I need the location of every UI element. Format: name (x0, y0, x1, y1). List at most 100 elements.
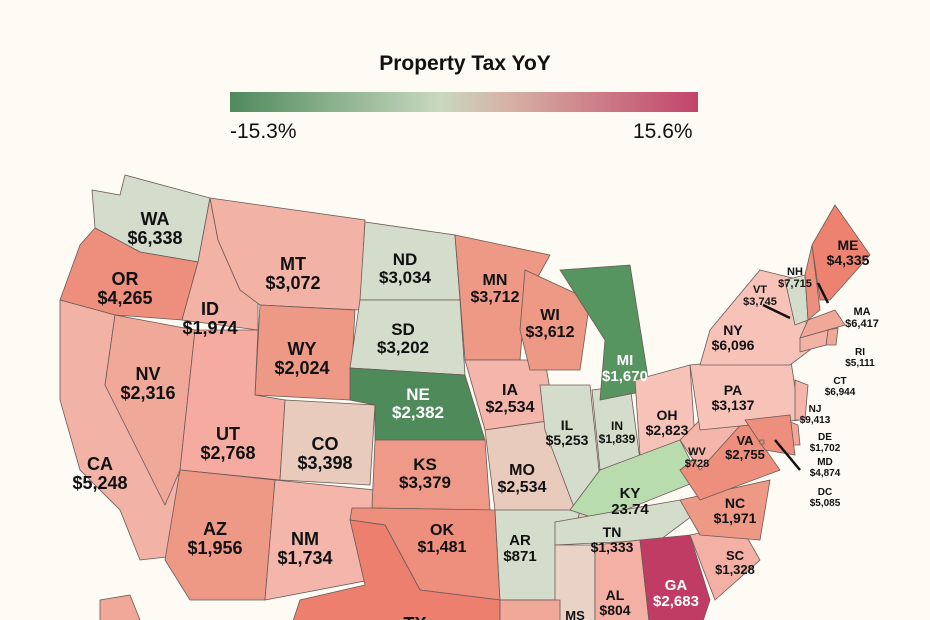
state-abbr-label: WY (288, 339, 317, 359)
legend-max-label: 15.6% (633, 120, 693, 143)
state-value-label: $5,253 (546, 432, 589, 448)
state-ny (699, 269, 811, 366)
state-abbr-label: MA (853, 306, 870, 318)
state-abbr-label: DC (818, 487, 832, 498)
state-abbr-label: UT (216, 424, 240, 444)
state-value-label: $4,874 (810, 468, 841, 479)
state-value-label: $2,382 (392, 403, 444, 422)
state-md (744, 414, 796, 456)
state-value-label: $6,338 (127, 228, 182, 248)
state-abbr-label: AL (606, 587, 625, 603)
legend-color-bar (230, 92, 698, 112)
state-value-label: $1,956 (187, 538, 242, 558)
state-value-label: $1,328 (715, 562, 755, 577)
state-abbr-label: CA (87, 454, 113, 474)
state-value-label: $1,839 (599, 432, 636, 446)
state-value-label: $1,974 (182, 318, 237, 338)
state-abbr-label: ME (838, 237, 859, 253)
state-abbr-label: MO (509, 462, 535, 479)
state-me (811, 204, 871, 301)
state-value-label: $4,335 (827, 252, 870, 268)
state-abbr-label: VA (736, 433, 754, 448)
state-value-label: $4,265 (97, 288, 152, 308)
state-value-label: $9,413 (800, 415, 831, 426)
state-abbr-label: WI (540, 307, 560, 324)
state-dc (759, 439, 765, 445)
legend-min-label: -15.3% (230, 120, 297, 143)
state-abbr-label: OR (112, 269, 139, 289)
state-value-label: $3,137 (712, 397, 755, 413)
state-value-label: $6,096 (712, 337, 755, 353)
state-value-label: 23.74 (611, 501, 649, 518)
state-value-label: $2,534 (486, 399, 535, 416)
state-value-label: $5,085 (810, 498, 841, 509)
state-la (499, 599, 561, 620)
state-value-label: $1,333 (591, 539, 634, 555)
state-value-label: $3,712 (471, 289, 520, 306)
state-abbr-label: ND (393, 250, 418, 269)
state-ma (799, 309, 846, 339)
state-value-label: $3,745 (743, 296, 777, 308)
state-abbr-label: TN (603, 524, 622, 540)
state-abbr-label: DE (818, 432, 832, 443)
state-value-label: $728 (685, 458, 709, 470)
state-abbr-label: SD (391, 320, 415, 339)
state-nv (104, 314, 196, 506)
state-value-label: $2,768 (200, 443, 255, 463)
state-value-label: $3,202 (377, 338, 429, 357)
state-abbr-label: CT (833, 376, 846, 387)
state-abbr-label: MD (817, 457, 833, 468)
state-value-label: $2,024 (274, 358, 329, 378)
leader-line (762, 303, 791, 320)
state-abbr-label: AR (509, 532, 531, 549)
state-abbr-label: NC (725, 495, 745, 511)
state-nj (794, 379, 809, 421)
state-abbr-label: CO (312, 434, 339, 454)
state-abbr-label: NY (723, 322, 743, 338)
state-value-label: $1,971 (714, 510, 757, 526)
state-abbr-label: NE (406, 385, 430, 404)
state-value-label: $3,072 (265, 273, 320, 293)
state-ga (639, 534, 711, 620)
state-az (164, 469, 276, 601)
state-tn (554, 499, 701, 546)
state-mi (559, 264, 651, 401)
state-value-label: $871 (503, 548, 536, 565)
state-value-label: $1,702 (810, 443, 841, 454)
state-abbr-label: VT (753, 284, 767, 296)
state-value-label: $1,734 (277, 548, 332, 568)
state-abbr-label: AZ (203, 519, 227, 539)
state-al (594, 539, 650, 620)
state-abbr-label: WV (688, 446, 706, 458)
state-or (59, 227, 199, 321)
state-value-label: $3,379 (399, 473, 451, 492)
state-value-label: $3,034 (379, 268, 432, 287)
state-abbr-label: TX (403, 614, 426, 620)
state-abbr-label: OH (657, 407, 678, 423)
state-abbr-label: MS (565, 608, 585, 620)
state-hi (99, 594, 141, 620)
state-value-label: $3,398 (297, 453, 352, 473)
state-abbr-label: NJ (809, 404, 822, 415)
state-abbr-label: ID (201, 299, 219, 319)
state-value-label: $5,111 (845, 358, 875, 369)
state-value-label: $1,481 (418, 539, 467, 556)
state-abbr-label: NH (787, 266, 803, 278)
state-value-label: $2,755 (725, 447, 765, 462)
state-value-label: $2,683 (653, 593, 699, 610)
leader-line (816, 282, 830, 304)
state-value-label: $3,612 (526, 324, 575, 341)
leader-line (774, 439, 801, 471)
state-nh (804, 244, 821, 321)
state-abbr-label: RI (855, 347, 865, 358)
state-abbr-label: GA (665, 577, 688, 594)
state-tx (292, 519, 501, 620)
state-abbr-label: NM (291, 529, 319, 549)
state-abbr-label: IL (561, 417, 574, 433)
state-value-label: $2,534 (498, 479, 547, 496)
state-value-label: $2,823 (646, 422, 689, 438)
state-abbr-label: PA (724, 382, 742, 398)
state-value-label: $804 (599, 602, 630, 618)
